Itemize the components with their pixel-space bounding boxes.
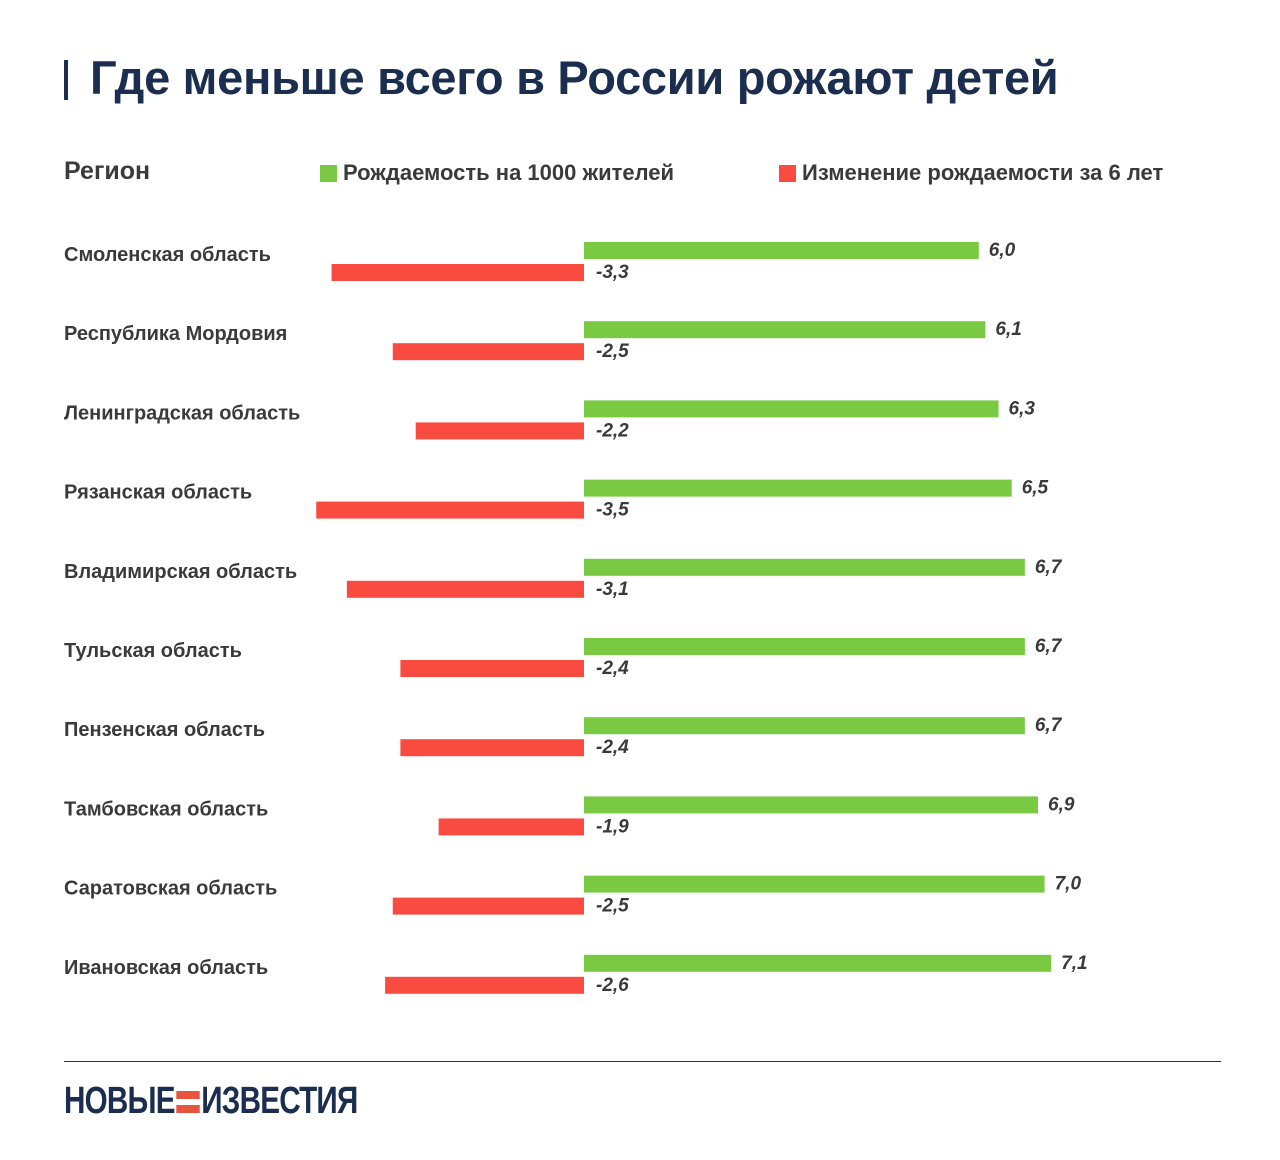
logo: НОВЫЕ ИЗВЕСТИЯ [64,1080,358,1123]
birth-rate-bar [584,796,1039,814]
region-label: Ленинградская область [64,402,300,424]
change-value-label: -2,6 [596,975,629,996]
birth-rate-bar [584,954,1052,972]
change-value-label: -2,2 [596,420,629,441]
change-value-label: -3,5 [596,500,629,521]
change-value-label: -2,5 [596,341,629,362]
region-column-header: Регион [64,157,151,185]
change-value-label: -3,3 [596,262,629,283]
logo-right-text: ИЗВЕСТИЯ [201,1080,358,1122]
region-label: Ивановская область [64,957,268,979]
legend-swatch-red [779,164,796,182]
region-label: Смоленская область [64,244,271,266]
birth-rate-value-label: 6,3 [1009,398,1036,419]
birth-rate-value-label: 6,7 [1035,636,1063,657]
change-value-label: -2,4 [596,658,629,679]
birth-rate-bar [584,875,1045,893]
birth-rate-bar [584,717,1025,735]
change-bar [331,264,584,281]
legend-birth-rate: Рождаемость на 1000 жителей [320,160,674,186]
change-bar [438,818,584,836]
birth-rate-value-label: 6,9 [1048,794,1075,815]
change-value-label: -2,4 [596,737,629,758]
birth-rate-bar [584,321,986,339]
region-label: Саратовская область [64,878,277,900]
region-label: Рязанская область [64,482,252,504]
region-label: Владимирская область [64,561,297,583]
birth-rate-value-label: 7,1 [1061,953,1087,974]
birth-rate-value-label: 6,1 [995,319,1021,340]
region-label: Тамбовская область [64,798,268,820]
birth-rate-bar [584,558,1025,576]
legend-change-label: Изменение рождаемости за 6 лет [802,160,1164,185]
change-bar [415,422,584,440]
logo-left-text: НОВЫЕ [64,1080,176,1122]
legend-swatch-green [320,164,337,182]
page-title: Где меньше всего в России рожают детей [90,51,1059,104]
change-bar [316,501,584,519]
change-bar [392,897,584,915]
title-accent-bar [64,60,68,100]
change-value-label: -2,5 [596,896,629,917]
legend-change: Изменение рождаемости за 6 лет [779,160,1163,186]
bar-chart: Смоленская область 6,0 -3,3 Республика Морд… [64,240,1088,996]
birth-rate-value-label: 6,5 [1022,478,1049,499]
birth-rate-value-label: 7,0 [1055,874,1082,895]
birth-rate-bar [584,638,1025,655]
birth-rate-value-label: 6,7 [1035,715,1063,736]
region-label: Тульская область [64,640,242,662]
birth-rate-value-label: 6,7 [1035,557,1063,578]
region-label: Республика Мордовия [64,323,287,345]
birth-rate-bar [584,242,979,259]
change-value-label: -3,1 [596,579,629,600]
change-bar [385,976,584,994]
logo-equals-mark [176,1090,200,1113]
birth-rate-value-label: 6,0 [989,240,1016,261]
birth-rate-bar [584,479,1012,497]
change-bar [346,580,584,598]
footer-divider [64,1061,1221,1062]
change-bar [392,343,584,361]
region-label: Пензенская область [64,719,265,741]
legend-birth-rate-label: Рождаемость на 1000 жителей [343,160,675,185]
change-bar [400,739,584,757]
change-value-label: -1,9 [596,816,629,837]
change-bar [400,660,584,677]
birth-rate-bar [584,400,999,418]
